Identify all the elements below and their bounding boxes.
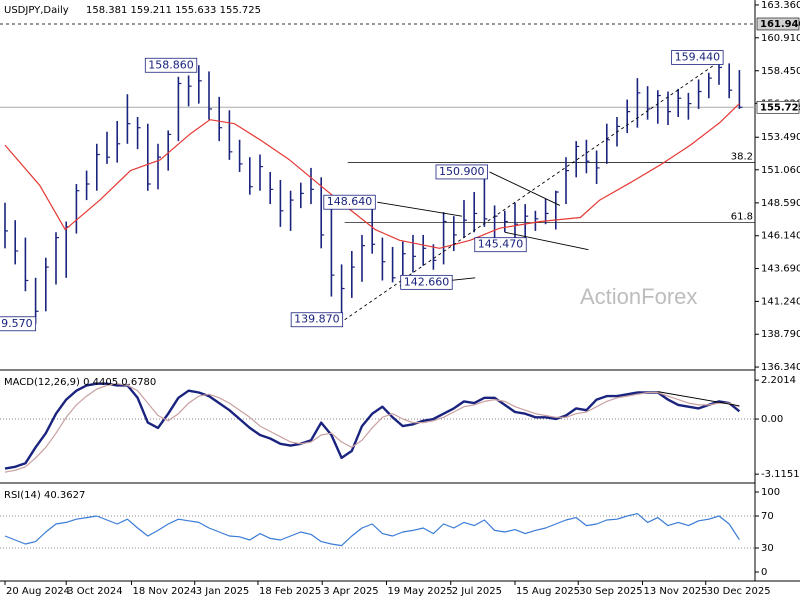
annotation-box <box>144 57 198 73</box>
y-tick-label: 158.450 <box>761 66 800 77</box>
series-line <box>4 383 740 473</box>
trendline <box>377 201 463 217</box>
axis-label-box <box>756 17 800 31</box>
trendline <box>504 231 589 251</box>
annotation-box <box>0 316 37 332</box>
x-tick-label: 3 Jan 2025 <box>196 586 250 597</box>
x-tick-label: 18 Nov 2024 <box>132 586 196 597</box>
price-annotation: 139.870 <box>294 313 340 326</box>
x-tick-label: 18 Feb 2025 <box>259 586 321 597</box>
annotation-box <box>400 274 453 290</box>
annotation-box <box>323 194 376 210</box>
y-tick-label: 136.340 <box>761 362 800 373</box>
y-tick-label: 30 <box>761 543 774 554</box>
y-tick-label: 160.910 <box>761 33 800 44</box>
price-annotation: 159.440 <box>675 50 721 63</box>
price-annotation: 9.570 <box>1 317 33 330</box>
panel-title: MACD(12,26,9) 0.4405 0.6780 <box>4 377 156 388</box>
x-tick-label: 2 Jul 2025 <box>452 586 502 597</box>
y-tick-label: 146.140 <box>761 231 800 242</box>
hline-label: 161.940 <box>760 19 800 30</box>
y-tick-label: 148.590 <box>761 198 800 209</box>
panel <box>0 513 755 549</box>
watermark: ActionForex <box>580 284 697 309</box>
x-tick-label: 3 Oct 2024 <box>67 586 122 597</box>
y-tick-label: 163.360 <box>761 0 800 11</box>
y-tick-label: 2.2014 <box>761 375 796 386</box>
x-tick-label: 30 Sep 2025 <box>579 586 642 597</box>
x-tick-label: 3 Apr 2025 <box>323 586 378 597</box>
y-tick-label: 153.490 <box>761 132 800 143</box>
annotation-box <box>435 164 488 180</box>
x-tick-label: 13 Nov 2025 <box>643 586 707 597</box>
panel-subtitle: 158.381 159.211 155.633 155.725 <box>86 5 261 16</box>
annotation-box <box>671 50 724 65</box>
y-tick-label: 138.790 <box>761 329 800 340</box>
annotation-box <box>290 312 344 328</box>
price-annotation: 142.660 <box>404 275 450 288</box>
price-annotation: 150.900 <box>439 165 485 178</box>
x-tick-label: 20 Aug 2024 <box>6 586 70 597</box>
panel <box>0 382 755 473</box>
x-tick-label: 15 Aug 2025 <box>516 586 580 597</box>
fib-label: 38.2 <box>731 152 753 163</box>
trendline <box>344 57 726 321</box>
series-line <box>4 103 740 249</box>
axis-label-box <box>756 100 800 114</box>
fib-label: 61.8 <box>731 212 753 223</box>
series-line <box>4 513 740 547</box>
panel: ActionForex 38.2 61.8 <box>0 23 755 324</box>
y-tick-label: -3.1151 <box>761 469 800 480</box>
panel-title: USDJPY,Daily <box>4 5 69 16</box>
price-annotation: 148.640 <box>327 195 373 208</box>
annotation-box <box>474 237 527 253</box>
y-tick-label: 0.00 <box>761 414 783 425</box>
hline-label: 155.725 <box>760 102 800 113</box>
trendline <box>489 171 561 206</box>
y-tick-label: 141.240 <box>761 296 800 307</box>
panel-title: RSI(14) 40.3627 <box>4 490 85 501</box>
price-annotation: 158.860 <box>148 58 194 71</box>
y-tick-label: 100 <box>761 487 780 498</box>
y-tick-label: 143.690 <box>761 264 800 275</box>
y-tick-label: 0 <box>761 567 767 578</box>
price-annotation: 145.470 <box>478 238 524 251</box>
trendline <box>657 391 740 407</box>
x-tick-label: 19 May 2025 <box>387 586 452 597</box>
y-tick-label: 151.060 <box>761 165 800 176</box>
x-tick-label: 30 Dec 2025 <box>707 586 771 597</box>
y-tick-label: 70 <box>761 511 774 522</box>
